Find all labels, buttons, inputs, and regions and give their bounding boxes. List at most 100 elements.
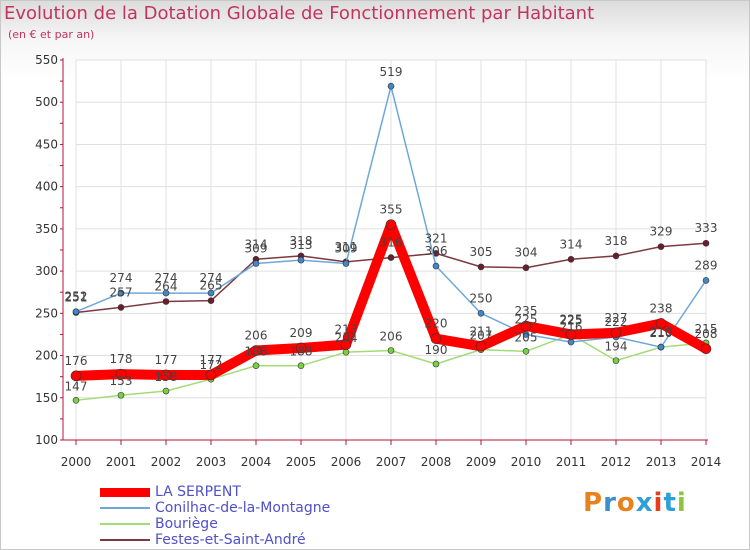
data-label-series-0: 225 (560, 312, 583, 326)
y-tick-label: 500 (35, 95, 58, 109)
data-point-series-1 (702, 277, 710, 284)
data-point-series-0 (115, 368, 127, 380)
data-point-series-3 (387, 254, 395, 261)
data-point-series-2 (432, 360, 440, 368)
data-point-series-1 (117, 289, 125, 297)
data-point-series-1 (477, 310, 485, 317)
data-label-series-1: 309 (335, 242, 358, 256)
data-label-series-3: 314 (560, 237, 583, 251)
legend-swatch-la-serpent (100, 488, 150, 497)
data-point-series-3 (117, 304, 125, 311)
y-tick-label: 200 (35, 349, 58, 363)
data-point-series-3 (207, 297, 215, 304)
data-label-series-3: 314 (245, 237, 268, 251)
data-point-series-2 (387, 347, 395, 354)
legend-label-la-serpent: LA SERPENT (155, 484, 241, 500)
data-label-series-3: 333 (695, 221, 718, 235)
data-point-series-3 (612, 252, 620, 260)
data-point-series-0 (160, 369, 172, 381)
x-tick-label: 2008 (421, 455, 452, 469)
y-tick-label: 450 (35, 137, 58, 151)
y-tick-label: 300 (35, 264, 58, 278)
data-point-series-2 (612, 357, 620, 364)
x-tick-label: 2011 (556, 455, 587, 469)
data-label-series-0: 235 (515, 304, 538, 318)
data-label-series-2: 158 (155, 370, 178, 384)
data-label-series-2: 190 (425, 343, 448, 357)
data-label-series-2: 225 (560, 313, 583, 327)
data-label-series-1: 289 (695, 258, 718, 272)
data-label-series-2: 206 (380, 329, 403, 343)
data-label-series-0: 211 (470, 324, 493, 338)
legend-item-la-serpent: LA SERPENT (100, 484, 420, 500)
logo-letter: x (635, 488, 654, 518)
data-point-series-3 (567, 255, 575, 263)
data-label-series-1: 313 (290, 238, 313, 252)
data-point-series-3 (657, 243, 665, 250)
data-label-series-2: 147 (65, 379, 88, 393)
legend-label-festes: Festes-et-Saint-André (155, 532, 306, 548)
data-point-series-3 (162, 298, 170, 305)
data-point-series-1 (297, 256, 305, 264)
legend-label-conilhac: Conilhac-de-la-Montagne (155, 500, 331, 516)
x-tick-label: 2013 (646, 455, 677, 469)
data-label-series-1: 216 (560, 320, 583, 334)
data-point-series-2 (162, 387, 170, 395)
data-label-series-1: 309 (245, 242, 268, 256)
data-label-series-0: 206 (245, 328, 268, 342)
x-tick-label: 2001 (106, 455, 137, 469)
legend-item-festes: Festes-et-Saint-André (100, 532, 420, 548)
data-point-series-0 (700, 343, 712, 355)
data-point-series-0 (340, 339, 352, 350)
data-label-series-3: 318 (605, 234, 628, 248)
proxiti-logo: Proxiti (583, 488, 687, 518)
chart-title: Evolution de la Dotation Globale de Fonc… (4, 3, 595, 24)
data-point-series-2 (297, 362, 305, 369)
data-label-series-0: 208 (695, 327, 718, 341)
data-label-series-3: 321 (425, 231, 448, 245)
legend-item-conilhac: Conilhac-de-la-Montagne (100, 500, 420, 516)
logo-letter: P (583, 488, 604, 518)
data-label-series-3: 305 (470, 245, 493, 259)
data-point-series-1 (387, 82, 395, 90)
logo-letter: r (603, 488, 617, 518)
data-point-series-0 (295, 342, 307, 354)
legend-swatch-conilhac (100, 507, 150, 509)
data-point-series-2 (522, 348, 530, 355)
data-label-series-1: 274 (110, 271, 133, 285)
data-label-series-3: 251 (65, 290, 88, 304)
data-label-series-0: 177 (155, 353, 178, 367)
data-label-series-1: 519 (380, 65, 403, 79)
data-point-series-3 (522, 264, 530, 272)
data-point-series-1 (252, 260, 260, 267)
data-label-series-3: 257 (110, 285, 133, 299)
data-label-series-1: 225 (515, 312, 538, 326)
data-point-series-0 (205, 369, 217, 381)
logo-letter: i (676, 488, 687, 518)
x-tick-label: 2014 (691, 455, 722, 469)
data-label-series-3: 264 (155, 280, 178, 294)
x-tick-label: 2010 (511, 455, 542, 469)
data-point-series-3 (477, 263, 485, 271)
data-label-series-1: 274 (200, 271, 223, 285)
x-tick-label: 2004 (241, 455, 272, 469)
data-label-series-0: 227 (605, 311, 628, 325)
x-tick-label: 2005 (286, 455, 317, 469)
data-label-series-2: 210 (650, 326, 673, 340)
x-tick-label: 2007 (376, 455, 407, 469)
data-label-series-1: 222 (605, 315, 628, 329)
y-tick-label: 250 (35, 306, 58, 320)
data-point-series-0 (475, 340, 487, 352)
data-label-series-2: 153 (110, 374, 133, 388)
logo-letter: t (663, 488, 677, 518)
data-label-series-2: 205 (515, 330, 538, 344)
data-label-series-0: 238 (650, 301, 673, 315)
data-point-series-1 (432, 262, 440, 270)
data-point-series-2 (252, 362, 260, 369)
y-tick-label: 150 (35, 391, 58, 405)
data-label-series-0: 213 (335, 323, 358, 337)
data-point-series-1 (72, 308, 80, 315)
legend-swatch-festes (100, 539, 150, 541)
data-point-series-0 (70, 370, 82, 382)
